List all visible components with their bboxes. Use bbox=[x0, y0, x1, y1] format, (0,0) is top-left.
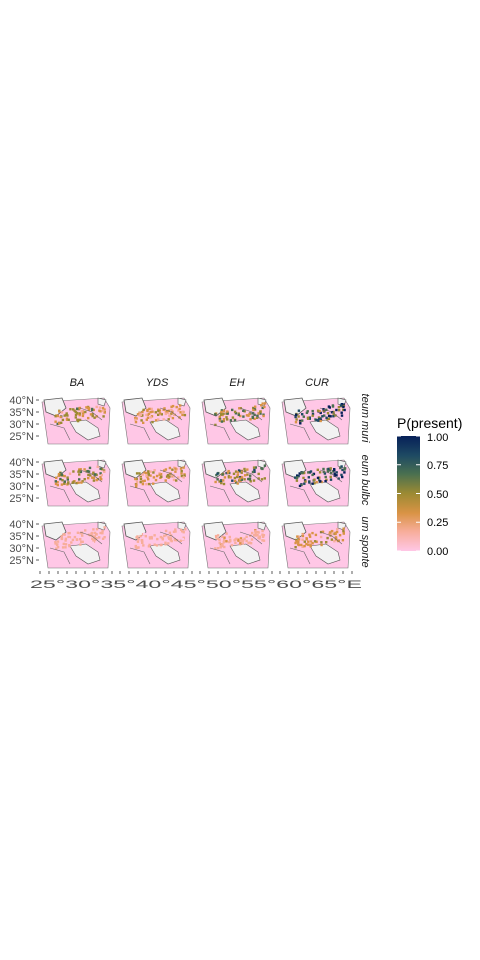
x-tick-labels: 25°30°35°40°45°50°55°60°65°E bbox=[30, 579, 362, 591]
y-tick-label: 30°N bbox=[9, 419, 34, 431]
legend-ticks bbox=[397, 435, 420, 552]
map-panel bbox=[281, 459, 351, 507]
row-title-2: eum bulbc bbox=[359, 455, 371, 506]
row-title-3: um sponte bbox=[359, 516, 371, 567]
y-tick-label: 35°N bbox=[9, 407, 34, 419]
y-tick-label: 40°N bbox=[9, 519, 34, 531]
row-title-1: teum muri bbox=[359, 394, 371, 443]
y-tick-label: 35°N bbox=[9, 531, 34, 543]
legend-label: 0.00 bbox=[427, 546, 448, 558]
col-title-yds: YDS bbox=[146, 377, 169, 389]
facet-panels bbox=[39, 397, 353, 574]
x-tick-marks bbox=[39, 571, 353, 574]
legend-label: 0.50 bbox=[427, 489, 448, 501]
y-tick-label: 25°N bbox=[9, 431, 34, 443]
map-panel bbox=[281, 397, 351, 445]
y-tick-label: 30°N bbox=[9, 481, 34, 493]
map-panel bbox=[121, 459, 191, 507]
legend-title: P(present) bbox=[397, 415, 462, 431]
map-panel bbox=[201, 459, 271, 507]
col-title-ba: BA bbox=[70, 377, 85, 389]
map-panel bbox=[41, 397, 111, 445]
legend-label: 0.75 bbox=[427, 460, 448, 472]
map-panel bbox=[121, 521, 191, 569]
y-tick-label: 25°N bbox=[9, 555, 34, 567]
map-panel bbox=[41, 459, 111, 507]
y-tick-label: 40°N bbox=[9, 457, 34, 469]
legend-colorbar bbox=[397, 436, 420, 551]
y-tick-label: 35°N bbox=[9, 469, 34, 481]
y-tick-label: 30°N bbox=[9, 543, 34, 555]
legend-label: 1.00 bbox=[427, 432, 448, 444]
y-tick-label: 40°N bbox=[9, 395, 34, 407]
col-title-eh: EH bbox=[229, 377, 244, 389]
map-panel bbox=[41, 521, 111, 569]
map-panel bbox=[121, 397, 191, 445]
legend-label: 0.25 bbox=[427, 517, 448, 529]
col-title-cur: CUR bbox=[305, 377, 329, 389]
map-panel bbox=[201, 521, 271, 569]
y-tick-marks bbox=[36, 399, 39, 561]
map-panel bbox=[281, 521, 351, 569]
y-tick-label: 25°N bbox=[9, 493, 34, 505]
map-panel bbox=[201, 397, 271, 445]
